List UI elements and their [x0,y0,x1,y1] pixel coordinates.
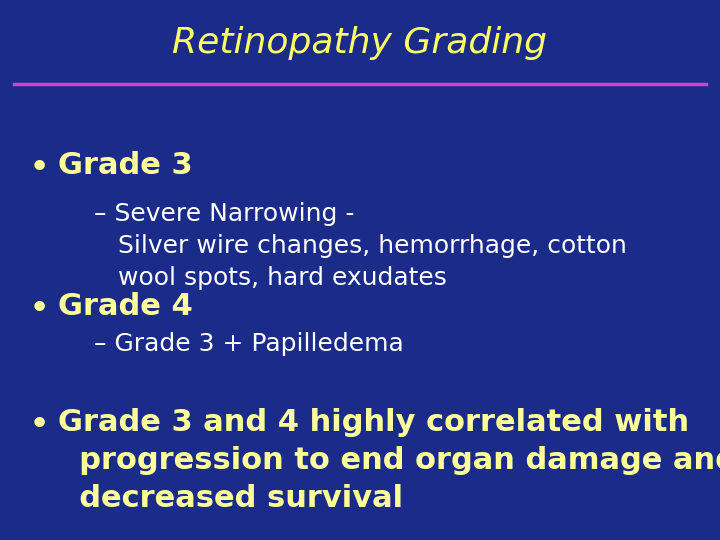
Text: Retinopathy Grading: Retinopathy Grading [173,26,547,60]
Text: •: • [29,151,50,185]
Text: Grade 3 and 4 highly correlated with
  progression to end organ damage and
  dec: Grade 3 and 4 highly correlated with pro… [58,408,720,513]
Text: Grade 4: Grade 4 [58,292,192,321]
Text: •: • [29,292,50,326]
Text: •: • [29,408,50,442]
Text: Grade 3: Grade 3 [58,151,192,180]
Text: – Grade 3 + Papilledema: – Grade 3 + Papilledema [94,332,403,356]
Text: – Severe Narrowing -
   Silver wire changes, hemorrhage, cotton
   wool spots, h: – Severe Narrowing - Silver wire changes… [94,202,626,289]
